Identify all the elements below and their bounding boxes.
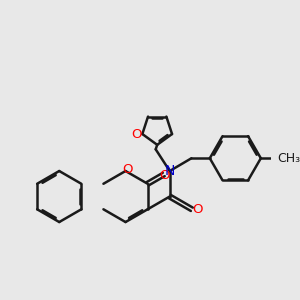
Text: O: O bbox=[159, 169, 170, 182]
Text: O: O bbox=[192, 203, 202, 216]
Text: N: N bbox=[164, 164, 175, 178]
Text: O: O bbox=[122, 163, 132, 176]
Text: CH₃: CH₃ bbox=[277, 152, 300, 165]
Text: O: O bbox=[131, 128, 142, 140]
